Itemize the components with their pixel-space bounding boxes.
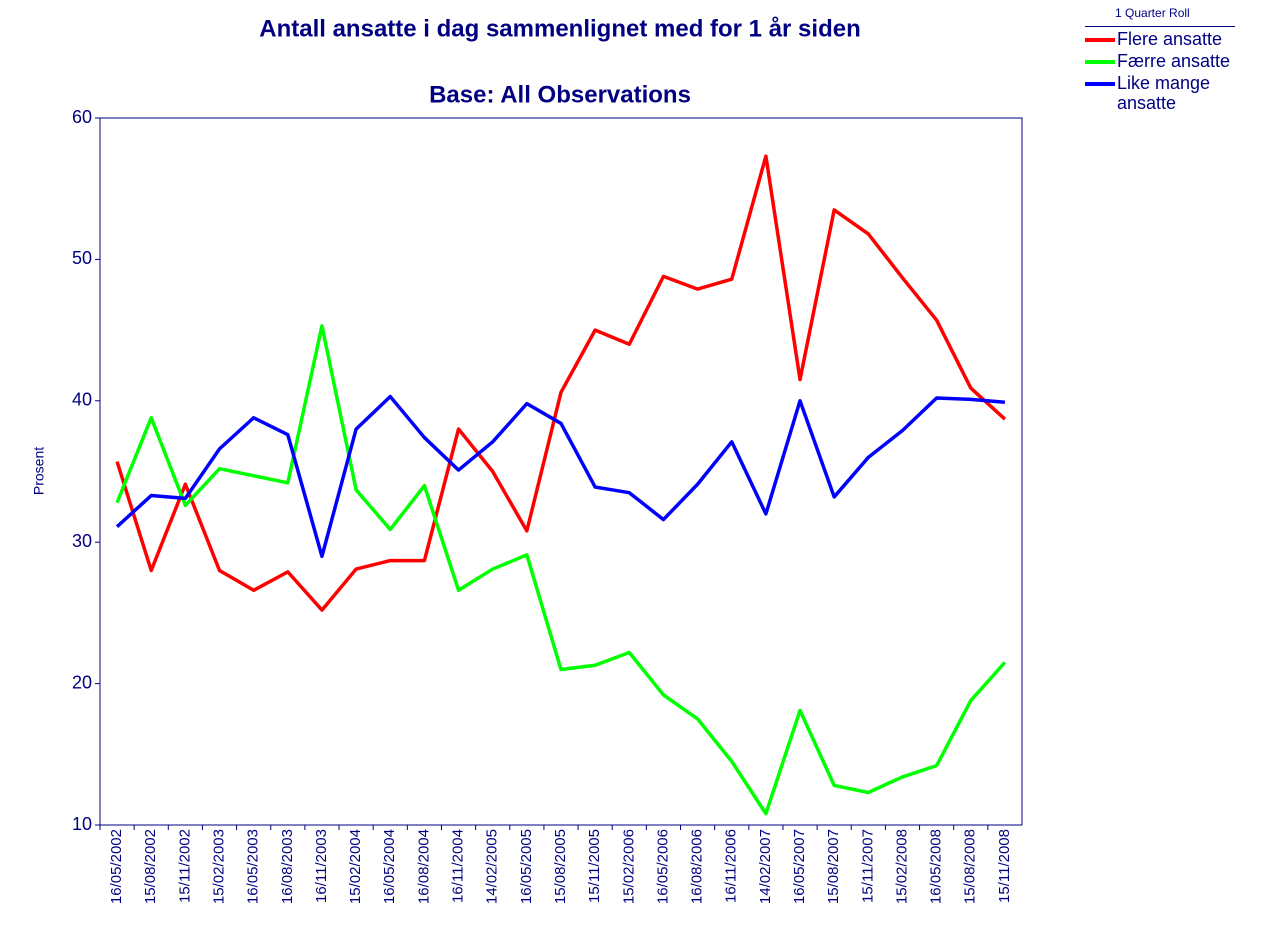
x-tick-label: 15/08/2007 <box>825 829 842 904</box>
x-tick-label: 16/05/2002 <box>108 829 125 904</box>
legend-item: Like mange ansatte <box>1085 73 1265 113</box>
series-line <box>115 324 1007 816</box>
y-tick-label: 20 <box>72 672 92 692</box>
y-tick-label: 50 <box>72 248 92 268</box>
plot-frame <box>99 117 1023 826</box>
x-tick-label: 16/05/2003 <box>245 829 262 904</box>
series-line <box>115 154 1007 612</box>
x-tick-label: 14/02/2005 <box>484 829 501 904</box>
x-tick-label: 15/11/2007 <box>859 829 876 903</box>
x-tick-label: 15/08/2005 <box>552 829 569 904</box>
y-axis-label: Prosent <box>31 447 47 495</box>
y-tick-label: 60 <box>72 107 92 127</box>
x-tick-label: 15/11/2005 <box>586 829 603 903</box>
x-tick-label: 16/05/2008 <box>928 829 945 904</box>
y-tick-label: 10 <box>72 814 92 834</box>
x-tick-label: 15/02/2008 <box>893 829 910 904</box>
legend-title: 1 Quarter Roll <box>1085 6 1235 27</box>
x-tick-label: 16/05/2006 <box>654 829 671 904</box>
x-tick-label: 15/08/2008 <box>962 829 979 904</box>
x-tick-label: 16/05/2005 <box>518 829 535 904</box>
y-tick-label: 30 <box>72 531 92 551</box>
legend-label: Like mange ansatte <box>1117 73 1211 113</box>
x-tick-label: 15/02/2003 <box>210 829 227 904</box>
x-tick-label: 16/11/2006 <box>723 829 740 903</box>
legend-item: Flere ansatte <box>1085 29 1265 49</box>
x-tick-label: 16/08/2004 <box>415 829 432 904</box>
x-tick-label: 14/02/2007 <box>757 829 774 904</box>
y-tick-label: 40 <box>72 390 92 410</box>
legend-item: Færre ansatte <box>1085 51 1265 71</box>
legend-swatch <box>1085 82 1115 86</box>
series-line <box>115 394 1006 559</box>
x-tick-label: 16/05/2004 <box>381 829 398 904</box>
x-tick-label: 16/08/2003 <box>279 829 296 904</box>
x-tick-label: 15/08/2002 <box>142 829 159 904</box>
chart-subtitle: Base: All Observations <box>429 81 691 108</box>
x-tick-label: 15/02/2006 <box>620 829 637 904</box>
x-tick-label: 15/02/2004 <box>347 829 364 904</box>
legend-swatch <box>1085 60 1115 64</box>
x-tick-label: 16/05/2007 <box>791 829 808 904</box>
x-tick-label: 15/11/2002 <box>176 829 193 903</box>
legend-label: Flere ansatte <box>1117 29 1223 49</box>
x-tick-label: 16/11/2004 <box>450 829 467 903</box>
legend-swatch <box>1085 38 1115 42</box>
legend: 1 Quarter Roll Flere ansatte Færre ansatt… <box>1085 6 1265 113</box>
x-tick-label: 15/11/2008 <box>996 829 1013 903</box>
chart-title: Antall ansatte i dag sammenlignet med fo… <box>259 15 861 42</box>
x-tick-label: 16/08/2006 <box>689 829 706 904</box>
x-tick-label: 16/11/2003 <box>313 829 330 903</box>
legend-label: Færre ansatte <box>1117 51 1231 71</box>
